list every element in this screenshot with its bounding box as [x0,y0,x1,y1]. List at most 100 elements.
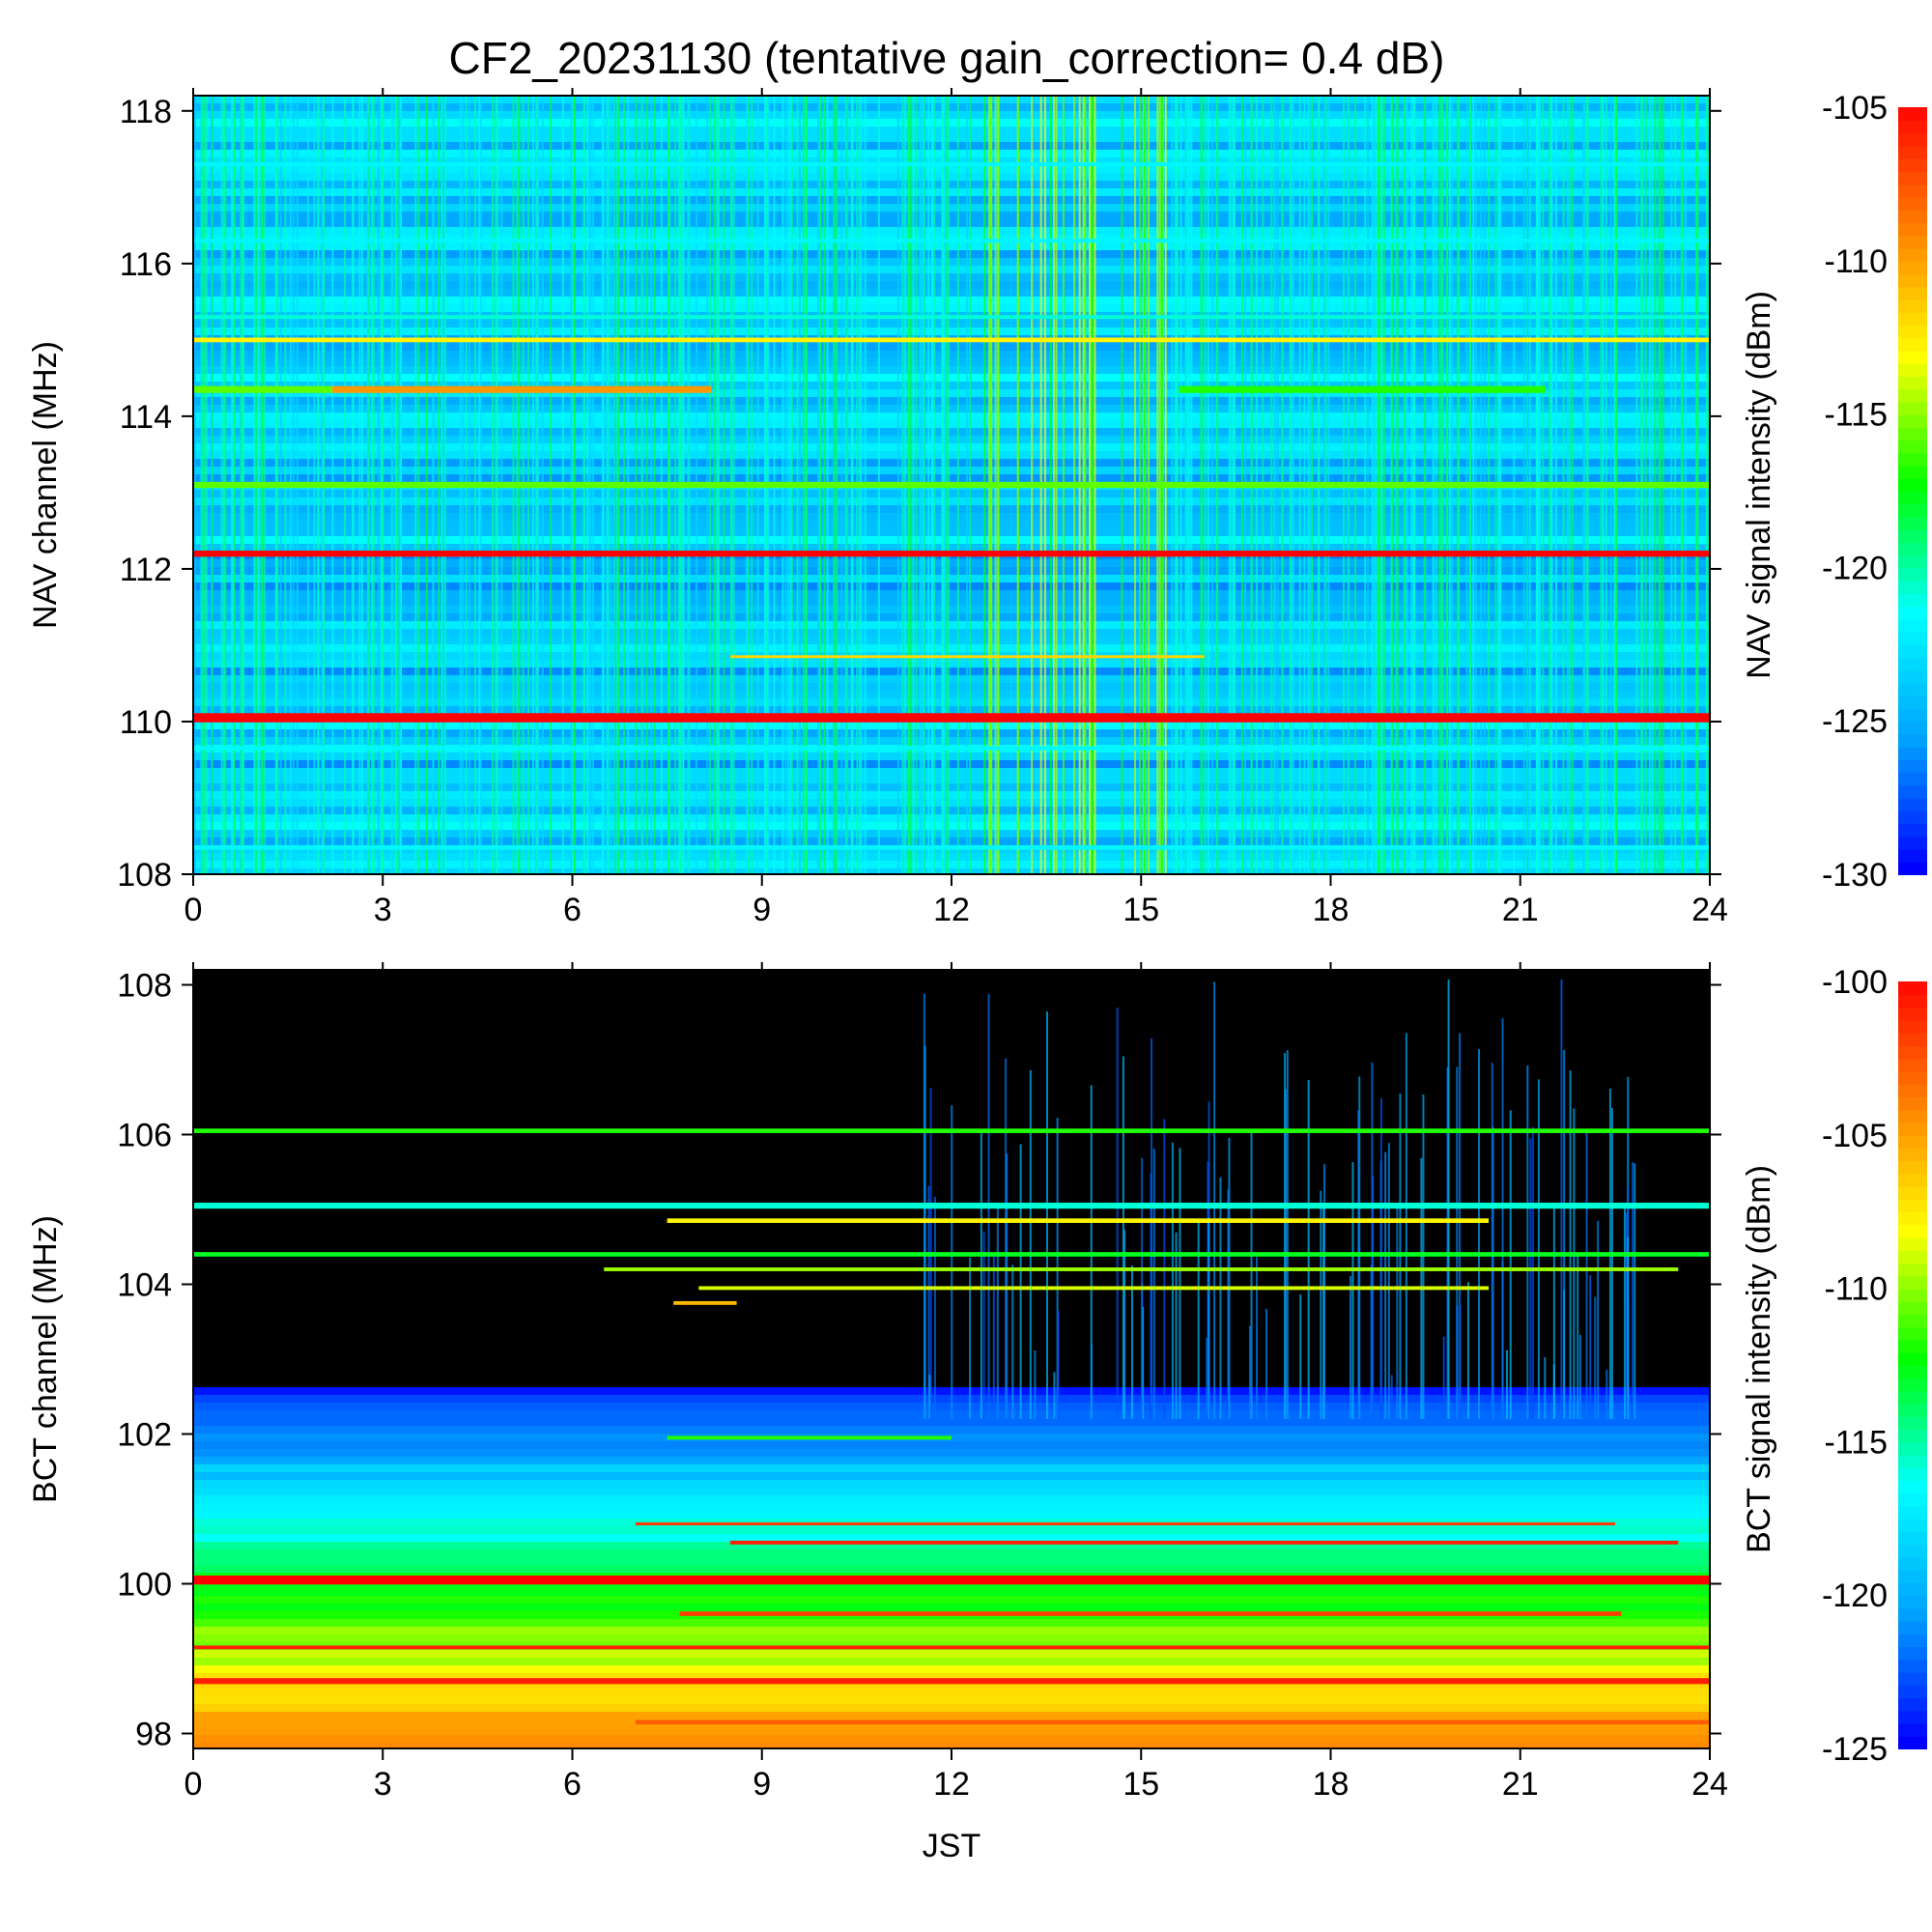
activity-column [1372,1176,1375,1419]
heatmap-row [193,1526,1710,1534]
activity-column [923,1045,926,1419]
activity-column [1248,1325,1251,1419]
colorbar-segment [1898,836,1927,850]
colorbar-segment [1898,1429,1927,1443]
activity-column [1351,1162,1354,1419]
activity-column [1152,1149,1155,1419]
heatmap-row [193,134,1710,142]
heatmap-row [193,1426,1710,1434]
activity-column [1405,1033,1407,1419]
signal-line [193,481,1710,489]
colorbar-segment [1898,273,1927,288]
heatmap-row [193,188,1710,196]
colorbar-segment [1898,580,1927,594]
activity-column [1509,1110,1512,1419]
colorbar-tick-label: -125 [1822,703,1888,740]
activity-column [1011,1264,1014,1419]
colorbar-segment [1898,247,1927,262]
activity-column [1605,1369,1608,1419]
x-tick-label: 0 [185,1766,203,1803]
nav-heatmap [193,96,1710,874]
heatmap-row [193,1472,1710,1480]
activity-column [1396,1205,1399,1419]
colorbar-segment [1898,1300,1927,1316]
heatmap-row [193,405,1710,412]
activity-column [1501,1018,1504,1419]
heatmap-row [193,660,1710,668]
heatmap-row [193,776,1710,783]
activity-column [1459,1304,1462,1419]
activity-column [1627,1236,1630,1419]
colorbar-segment [1898,311,1927,326]
colorbar-segment [1898,1569,1927,1583]
activity-column [1597,1220,1600,1419]
nav-panel: 0 3 6 9 12 15 18 21 24 108 110 112 114 116 118 NAV cha… [27,88,1927,928]
activity-column [1491,1063,1493,1419]
signal-line [667,1435,952,1440]
heatmap-row [193,103,1710,111]
activity-column [1151,1037,1153,1419]
signal-line [193,550,1710,557]
activity-column [1552,1206,1555,1419]
heatmap-row [193,838,1710,845]
activity-column [1197,1220,1200,1419]
colorbar-segment [1898,1365,1927,1379]
colorbar-segment [1898,746,1927,760]
x-tick-label: 15 [1122,892,1159,928]
activity-column [1320,1190,1322,1419]
heatmap-row [193,1604,1710,1611]
colorbar-segment [1898,1288,1927,1302]
activity-column [927,1185,930,1419]
colorbar-segment [1898,695,1927,709]
colorbar-segment [1898,554,1927,569]
colorbar-segment [1898,440,1927,454]
activity-column [1045,1011,1048,1419]
activity-column [1594,1296,1597,1419]
colorbar-segment [1898,1109,1927,1123]
colorbar-segment [1898,426,1927,441]
colorbar-segment [1898,1045,1927,1060]
colorbar-segment [1898,1224,1927,1238]
nav-axes: 0 3 6 9 12 15 18 21 24 108 110 112 114 116 118 [117,88,1728,928]
colorbar-segment [1898,657,1927,671]
activity-column [1090,1344,1093,1419]
heatmap-row [193,165,1710,173]
heatmap-row [193,799,1710,807]
colorbar-tick-label: -105 [1822,90,1888,127]
colorbar-segment [1898,682,1927,696]
activity-column [1116,1008,1119,1419]
heatmap-row [193,1418,1710,1426]
activity-column [1175,1232,1178,1419]
heatmap-row [193,528,1710,536]
heatmap-row [193,1596,1710,1604]
colorbar-segment [1898,1185,1927,1200]
colorbar-segment [1898,145,1927,159]
colorbar-segment [1898,1480,1927,1494]
colorbar-segment [1898,516,1927,530]
activity-column [1219,1177,1222,1419]
heatmap-row [193,497,1710,505]
activity-column [1529,1138,1532,1419]
y-tick-label: 108 [117,968,172,1005]
y-tick-label: 116 [120,246,172,283]
activity-column [996,1204,999,1419]
colorbar-segment [1898,1620,1927,1634]
activity-column [1459,1033,1462,1419]
activity-column [1265,1308,1268,1419]
activity-column [1284,1053,1287,1419]
heatmap-row [193,436,1710,443]
activity-column [1589,1275,1592,1419]
heatmap-row [193,459,1710,467]
heatmap-row [193,157,1710,165]
colorbar-segment [1898,541,1927,556]
colorbar-segment [1898,606,1927,620]
heatmap-row [193,582,1710,590]
heatmap-row [193,722,1710,729]
colorbar-segment [1898,669,1927,684]
colorbar-segment [1898,848,1927,863]
heatmap-row [193,212,1710,219]
colorbar-segment [1898,452,1927,467]
colorbar-tick-label: -120 [1822,1577,1888,1614]
activity-column [1447,979,1450,1419]
colorbar-segment [1898,618,1927,633]
